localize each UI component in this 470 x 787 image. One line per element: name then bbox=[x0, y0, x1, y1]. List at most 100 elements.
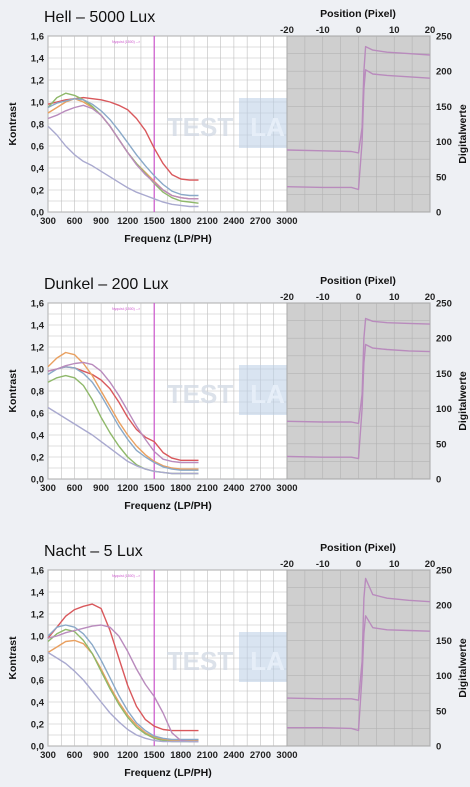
mtf-series-line-6 bbox=[47, 125, 199, 208]
mtf-y-tick-label: 1,6 bbox=[31, 32, 44, 43]
edge-y-tick-label: 250 bbox=[436, 32, 452, 43]
mtf-y-tick-label: 1,0 bbox=[31, 632, 44, 643]
mtf-series-line-2 bbox=[47, 639, 199, 742]
mtf-x-tick-label: 900 bbox=[93, 216, 109, 227]
edge-series-line-1 bbox=[286, 317, 431, 425]
edge-x-tick-label: 0 bbox=[356, 292, 361, 303]
mtf-x-axis-label: Frequenz (LP/PH) bbox=[124, 233, 212, 245]
edge-x-tick-label: 0 bbox=[356, 25, 361, 36]
mtf-series-line-5 bbox=[47, 104, 199, 200]
mtf-x-tick-label: 1500 bbox=[144, 750, 165, 761]
mtf-y-tick-label: 0,6 bbox=[31, 676, 44, 687]
panel-title-nacht: Nacht – 5 Lux bbox=[44, 543, 143, 560]
mtf-y-tick-label: 0,2 bbox=[31, 453, 44, 464]
edge-x-tick-label: 0 bbox=[356, 559, 361, 570]
mtf-y-tick-label: 0,2 bbox=[31, 186, 44, 197]
mtf-x-tick-label: 1800 bbox=[170, 216, 191, 227]
edge-x-tick-label: 20 bbox=[425, 25, 436, 36]
mtf-y-tick-label: 1,2 bbox=[31, 610, 44, 621]
mtf-x-tick-label: 3000 bbox=[276, 216, 297, 227]
edge-x-tick-label: 10 bbox=[389, 25, 400, 36]
edge-y-tick-label: 0 bbox=[436, 208, 441, 219]
edge-y-tick-label: 150 bbox=[436, 102, 452, 113]
watermark-text: TEST bbox=[167, 646, 234, 676]
edge-x-tick-label: 10 bbox=[389, 559, 400, 570]
edge-x-tick-label: -10 bbox=[316, 25, 330, 36]
mtf-y-tick-label: 1,4 bbox=[31, 54, 45, 65]
edge-x-tick-label: -20 bbox=[280, 559, 294, 570]
edge-x-axis-title: Position (Pixel) bbox=[320, 275, 396, 287]
edge-series-line-1 bbox=[286, 45, 431, 154]
edge-y-tick-label: 200 bbox=[436, 334, 452, 345]
mtf-x-axis-label: Frequenz (LP/PH) bbox=[124, 767, 212, 779]
mtf-series-line-4 bbox=[47, 97, 199, 197]
mtf-x-tick-label: 600 bbox=[67, 483, 83, 494]
mtf-x-tick-label: 900 bbox=[93, 483, 109, 494]
edge-x-tick-label: 20 bbox=[425, 559, 436, 570]
mtf-x-tick-label: 1800 bbox=[170, 750, 191, 761]
mtf-series-line-6 bbox=[47, 406, 199, 475]
mtf-y-tick-label: 1,4 bbox=[31, 588, 45, 599]
mtf-x-tick-label: 1500 bbox=[144, 216, 165, 227]
nyquist-label: Nyquist (1500) --> bbox=[112, 307, 140, 311]
mtf-y-axis-label: Kontrast bbox=[7, 369, 19, 413]
edge-y-tick-label: 50 bbox=[436, 706, 447, 717]
mtf-x-tick-label: 2700 bbox=[250, 483, 271, 494]
mtf-y-tick-label: 0,8 bbox=[31, 120, 44, 131]
nyquist-label: Nyquist (1500) --> bbox=[112, 40, 140, 44]
mtf-x-tick-label: 2100 bbox=[197, 750, 218, 761]
mtf-y-tick-label: 0,8 bbox=[31, 387, 44, 398]
mtf-series-line-6 bbox=[47, 651, 199, 743]
mtf-y-tick-label: 0,4 bbox=[31, 698, 45, 709]
mtf-x-tick-label: 900 bbox=[93, 750, 109, 761]
panel-title-dunkel: Dunkel – 200 Lux bbox=[44, 276, 169, 293]
nyquist-label: Nyquist (1500) --> bbox=[112, 574, 140, 578]
mtf-y-tick-label: 1,0 bbox=[31, 98, 44, 109]
edge-x-tick-label: -20 bbox=[280, 25, 294, 36]
edge-y-tick-label: 0 bbox=[436, 742, 441, 753]
mtf-series-line-4 bbox=[47, 366, 199, 471]
mtf-y-tick-label: 0,4 bbox=[31, 164, 45, 175]
mtf-x-tick-label: 300 bbox=[40, 483, 56, 494]
mtf-x-tick-label: 2100 bbox=[197, 216, 218, 227]
mtf-x-tick-label: 600 bbox=[67, 750, 83, 761]
mtf-x-tick-label: 2400 bbox=[223, 483, 244, 494]
mtf-y-tick-label: 0,8 bbox=[31, 654, 44, 665]
mtf-y-tick-label: 0,4 bbox=[31, 431, 45, 442]
mtf-x-tick-label: 2700 bbox=[250, 750, 271, 761]
edge-x-axis-title: Position (Pixel) bbox=[320, 542, 396, 554]
edge-x-tick-label: 20 bbox=[425, 292, 436, 303]
mtf-x-tick-label: 2700 bbox=[250, 216, 271, 227]
watermark-text: TEST bbox=[167, 112, 234, 142]
edge-y-tick-label: 150 bbox=[436, 636, 452, 647]
mtf-y-tick-label: 0,0 bbox=[31, 208, 44, 219]
mtf-series-line-2 bbox=[47, 351, 199, 470]
mtf-y-tick-label: 1,6 bbox=[31, 566, 44, 577]
edge-y-tick-label: 250 bbox=[436, 299, 452, 310]
edge-y-axis-label: Digitalwerte bbox=[457, 104, 469, 164]
mtf-series-line-4 bbox=[47, 624, 199, 741]
mtf-y-tick-label: 1,4 bbox=[31, 321, 45, 332]
mtf-x-axis-label: Frequenz (LP/PH) bbox=[124, 500, 212, 512]
mtf-x-tick-label: 300 bbox=[40, 216, 56, 227]
edge-x-tick-label: -10 bbox=[316, 292, 330, 303]
edge-series-line-2 bbox=[286, 69, 431, 191]
edge-y-tick-label: 100 bbox=[436, 137, 452, 148]
mtf-y-tick-label: 1,0 bbox=[31, 365, 44, 376]
mtf-x-tick-label: 600 bbox=[67, 216, 83, 227]
mtf-x-tick-label: 2400 bbox=[223, 216, 244, 227]
mtf-y-tick-label: 1,2 bbox=[31, 76, 44, 87]
mtf-y-tick-label: 1,2 bbox=[31, 343, 44, 354]
edge-y-axis-label: Digitalwerte bbox=[457, 638, 469, 698]
edge-y-axis-label: Digitalwerte bbox=[457, 371, 469, 431]
edge-series-line-2 bbox=[286, 343, 431, 460]
mtf-x-tick-label: 1200 bbox=[117, 750, 138, 761]
mtf-x-tick-label: 1800 bbox=[170, 483, 191, 494]
mtf-y-tick-label: 0,6 bbox=[31, 409, 44, 420]
edge-y-tick-label: 0 bbox=[436, 475, 441, 486]
edge-series-line-2 bbox=[287, 615, 431, 732]
